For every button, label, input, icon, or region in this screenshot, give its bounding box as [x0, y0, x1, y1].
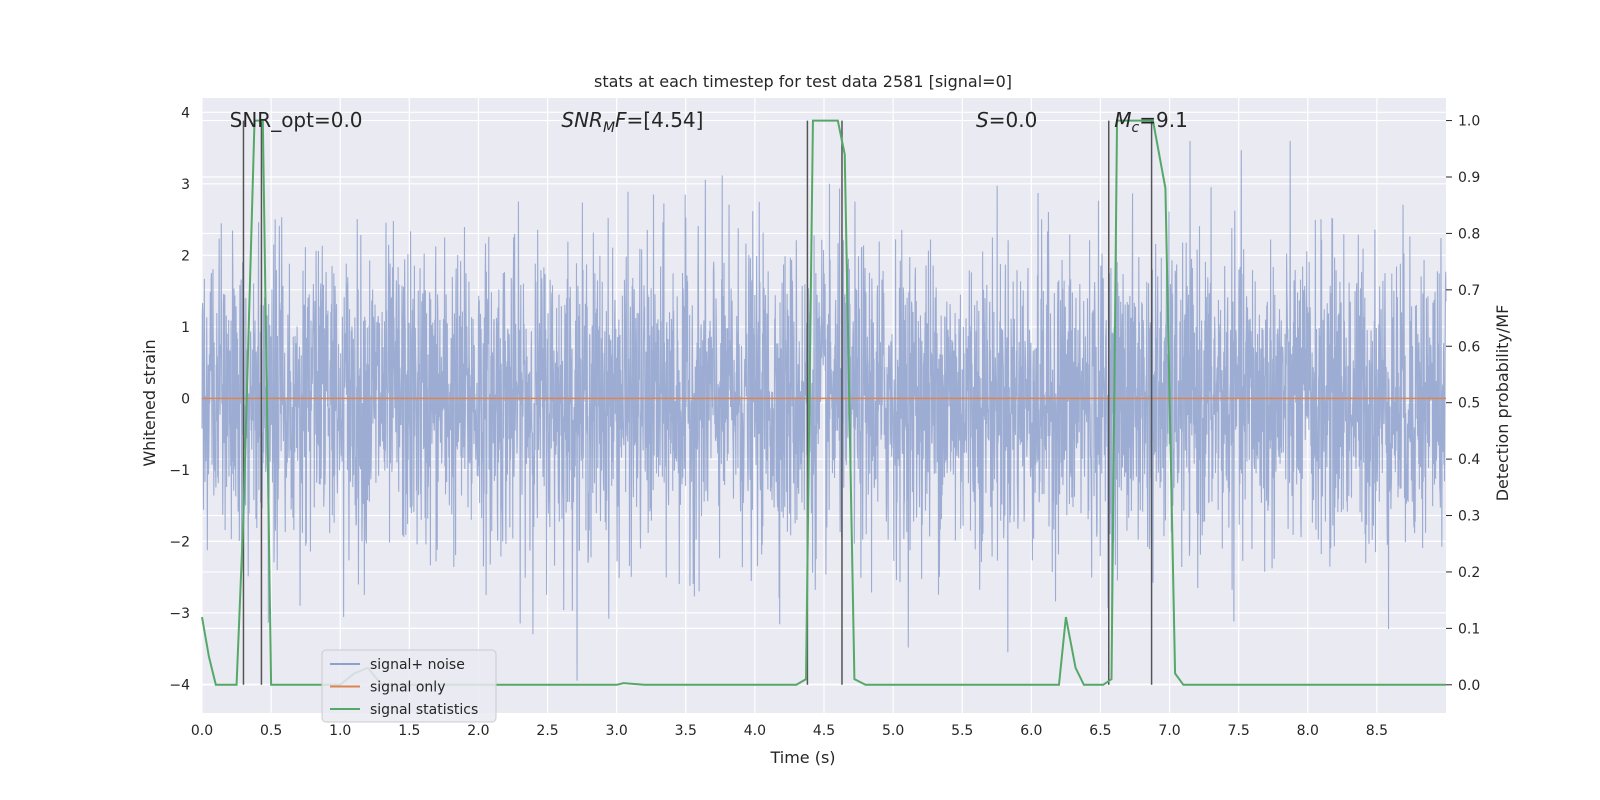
x-tick-label: 4.5 [813, 723, 835, 739]
x-tick-label: 6.0 [1020, 723, 1042, 739]
y-axis-ticks: −4 −3 −2 −1 0 1 2 3 4 [169, 105, 190, 693]
x-tick-label: 7.0 [1158, 723, 1180, 739]
legend: signal+ noise signal only signal statistic… [321, 649, 497, 723]
x-tick-label: 2.0 [467, 723, 489, 739]
x-tick-label: 1.5 [398, 723, 420, 739]
y-tick-label: −3 [169, 606, 190, 622]
x-tick-label: 8.5 [1366, 723, 1388, 739]
y-tick-label: −2 [169, 534, 190, 550]
y2-tick-label: 0.1 [1458, 621, 1480, 637]
x-tick-label: 8.0 [1297, 723, 1319, 739]
x-axis-ticks: 0.0 0.5 1.0 1.5 2.0 2.5 3.0 3.5 4.0 4.5 5.0 5.5 6.0 6… [191, 723, 1388, 739]
snr-mf-annotation: SNRMF=[4.54] [561, 108, 703, 136]
y2-tick-label: 0.4 [1458, 452, 1480, 468]
s-annotation: S=0.0 [976, 108, 1037, 132]
legend-label: signal only [370, 680, 445, 696]
y-tick-label: 2 [181, 248, 190, 264]
x-tick-label: 2.5 [536, 723, 558, 739]
annotations: SNR_opt=0.0 SNRMF=[4.54] S=0.0 Mc=9.1 [230, 108, 1188, 136]
x-tick-label: 5.0 [882, 723, 904, 739]
y2-tick-label: 0.0 [1458, 678, 1480, 694]
chart-title: stats at each timestep for test data 258… [594, 72, 1012, 91]
y-tick-label: −4 [169, 677, 190, 693]
y-tick-label: −1 [169, 463, 190, 479]
y2-axis-label: Detection probability/MF [1493, 305, 1512, 502]
mc-annotation: Mc=9.1 [1114, 108, 1188, 136]
signal-statistics-series [201, 119, 1446, 686]
y-tick-label: 0 [181, 391, 190, 407]
x-tick-label: 7.5 [1228, 723, 1250, 739]
y-tick-label: 1 [181, 320, 190, 336]
x-tick-label: 0.0 [191, 723, 213, 739]
signal-noise-series [201, 140, 1447, 681]
x-tick-label: 4.0 [744, 723, 766, 739]
y-tick-label: 4 [181, 105, 190, 121]
y-tick-label: 3 [181, 177, 190, 193]
x-tick-label: 3.5 [675, 723, 697, 739]
y2-tick-label: 0.2 [1458, 565, 1480, 581]
y-axis-label: Whitened strain [140, 339, 159, 466]
vertical-markers [242, 120, 1153, 685]
x-tick-label: 5.5 [951, 723, 973, 739]
x-tick-label: 6.5 [1089, 723, 1111, 739]
y2-axis-ticks: 0.0 0.1 0.2 0.3 0.4 0.5 0.6 0.7 0.8 0.9 1.0 [1446, 114, 1480, 694]
y2-tick-label: 1.0 [1458, 114, 1480, 130]
x-tick-label: 3.0 [606, 723, 628, 739]
y2-tick-label: 0.8 [1458, 226, 1480, 242]
signal-noise-line [201, 140, 1447, 681]
signal-statistics-line [201, 119, 1446, 686]
y2-tick-label: 0.7 [1458, 283, 1480, 299]
snr-opt-annotation: SNR_opt=0.0 [230, 108, 363, 132]
legend-box [321, 649, 497, 723]
x-tick-label: 0.5 [260, 723, 282, 739]
legend-label: signal statistics [370, 702, 478, 718]
legend-label: signal+ noise [370, 657, 465, 673]
x-tick-label: 1.0 [329, 723, 351, 739]
y2-tick-label: 0.9 [1458, 170, 1480, 186]
y2-tick-label: 0.6 [1458, 339, 1480, 355]
x-axis-label: Time (s) [769, 748, 835, 767]
y2-tick-label: 0.5 [1458, 396, 1480, 412]
y2-tick-label: 0.3 [1458, 509, 1480, 525]
